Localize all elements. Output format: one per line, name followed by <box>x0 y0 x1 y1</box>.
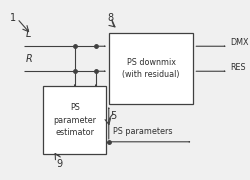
Bar <box>109 33 193 104</box>
Text: L: L <box>25 29 31 39</box>
Text: 5: 5 <box>110 111 116 121</box>
Text: RES: RES <box>230 63 246 72</box>
Bar <box>43 86 106 154</box>
Text: 9: 9 <box>56 159 62 169</box>
Text: PS
parameter
estimator: PS parameter estimator <box>53 103 96 137</box>
Text: DMX: DMX <box>230 38 248 47</box>
Text: 1: 1 <box>10 13 16 23</box>
Text: PS downmix
(with residual): PS downmix (with residual) <box>122 58 180 79</box>
Text: PS parameters: PS parameters <box>114 127 173 136</box>
Text: R: R <box>25 54 32 64</box>
Text: 8: 8 <box>108 13 114 23</box>
